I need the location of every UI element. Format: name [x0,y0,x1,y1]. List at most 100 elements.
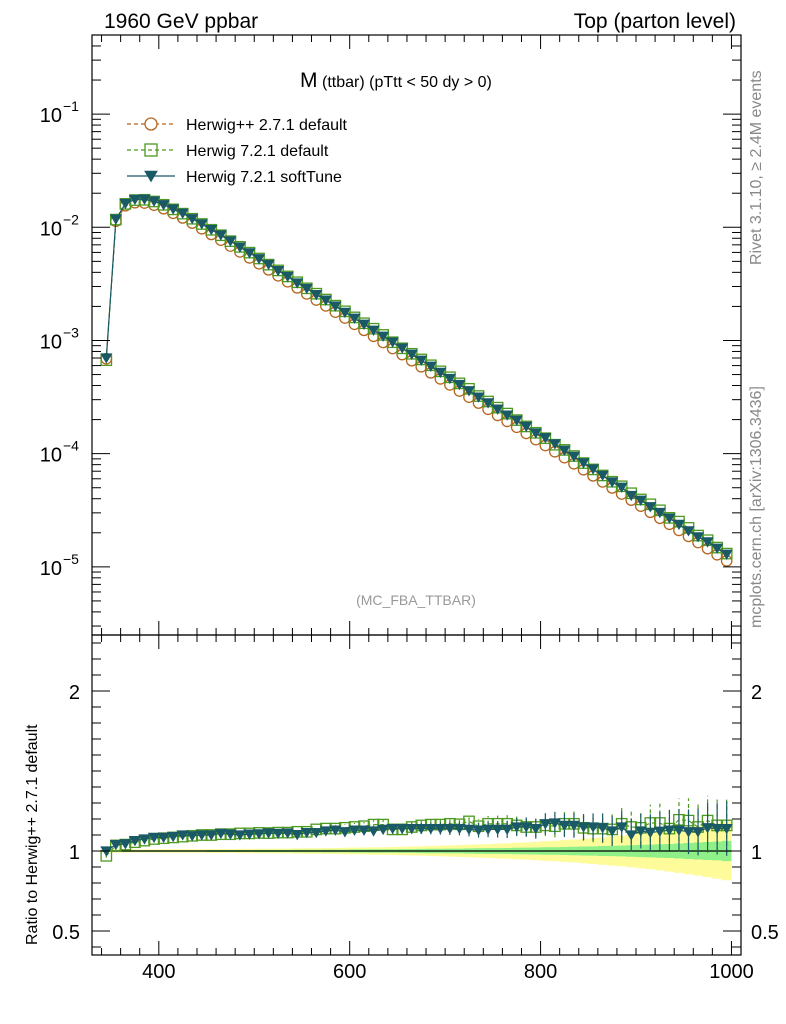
data-point [691,532,705,543]
legend-label: Herwig 7.2.1 softTune [186,169,342,186]
ratio-point [348,825,361,836]
main-panel: 10−110−210−310−410−5 M (ttbar) (pTtt < 5… [40,34,742,636]
data-point [329,301,342,312]
data-point [472,392,485,403]
ratio-point [711,823,724,835]
ratio-point [653,826,666,837]
data-point [214,230,227,241]
ratio-point [281,828,294,839]
ratio-point [472,825,485,836]
data-point [138,194,151,205]
data-point [205,225,218,236]
data-point [443,373,456,385]
data-point [119,198,132,210]
data-point [415,355,428,366]
data-point [606,477,619,488]
ratio-point [128,835,142,847]
x-tick-label: 1000 [709,961,754,983]
data-point [348,313,361,324]
y-tick-label: 10 [40,105,62,127]
legend-marker [144,170,158,183]
main-axes: 10−110−210−310−410−5 [40,34,741,635]
ratio-axes: 400 600 800 1000 0.5 0.5 1 1 2 2 [52,635,779,983]
ratio-point [644,827,657,839]
ratio-point [167,831,180,843]
ratio-point [119,839,132,850]
ratio-point [720,823,733,835]
legend-label: Herwig 7.2.1 default [186,143,329,160]
data-point [520,421,533,433]
data-point [453,379,466,391]
ratio-point [329,825,342,836]
ratio-point [186,831,199,842]
data-point [711,543,724,554]
data-point [462,386,476,397]
ratio-point [634,826,647,837]
ratio-point [205,830,218,841]
ratio-point [367,826,380,837]
ratio-point [625,830,638,841]
data-point [291,278,304,289]
ratio-point [453,823,466,835]
ratio-point [243,829,256,840]
data-point [424,361,437,373]
data-point [357,319,371,330]
ratio-point [415,823,428,835]
data-point [243,248,256,259]
mcplots-label: mcplots.cern.ch [arXiv:1306.3436] [748,386,765,628]
data-point [262,259,275,271]
x-tick-label: 600 [333,961,366,983]
y-tick-label: 10 [40,218,62,240]
data-point [109,214,122,225]
ratio-uncertainty-bands [101,821,732,881]
y-tick-exponent: −3 [63,324,79,340]
ratio-point [424,823,437,835]
data-point [625,490,638,502]
legend: Herwig++ 2.7.1 default Herwig 7.2.1 defau… [127,117,348,186]
data-point [128,194,142,206]
ratio-point [300,827,313,839]
ratio-point [520,822,533,833]
ratio-point [615,822,628,833]
data-point [539,433,552,444]
main-title-sub: (ttbar) (pTtt < 50 dy > 0) [322,74,492,91]
data-point [252,254,266,265]
ratio-point [233,830,247,841]
ratio-point [682,827,695,838]
ratio-point [501,824,514,836]
y-tick-exponent: −2 [63,211,79,227]
data-point [167,204,180,215]
y-tick-exponent: −4 [63,438,79,454]
data-point [367,325,380,336]
data-point [653,507,666,519]
data-point [672,519,686,531]
ratio-point [319,826,332,837]
data-point [195,219,208,230]
data-point [281,271,294,283]
ratio-point [157,832,170,844]
data-point [233,242,247,253]
y-tick-label: 10 [40,331,62,353]
ratio-point [252,829,266,840]
header-right: Top (parton level) [574,10,736,33]
data-point [224,236,237,247]
ratio-point [224,829,237,840]
ratio-point [138,834,151,845]
data-point [548,439,561,450]
ratio-point [701,823,714,834]
x-tick-label: 400 [142,961,175,983]
data-point [510,415,523,427]
data-point [300,283,313,295]
data-point [386,337,399,348]
ratio-frame [91,634,742,956]
analysis-watermark: (MC_FBA_TTBAR) [356,592,476,608]
series-line-0 [105,202,728,562]
data-point [615,482,628,493]
ratio-point [272,828,285,840]
ratio-point [338,827,351,838]
data-point [147,196,161,207]
legend-label: Herwig++ 2.7.1 default [186,117,348,134]
data-point [405,349,418,360]
ratio-point [443,823,456,835]
